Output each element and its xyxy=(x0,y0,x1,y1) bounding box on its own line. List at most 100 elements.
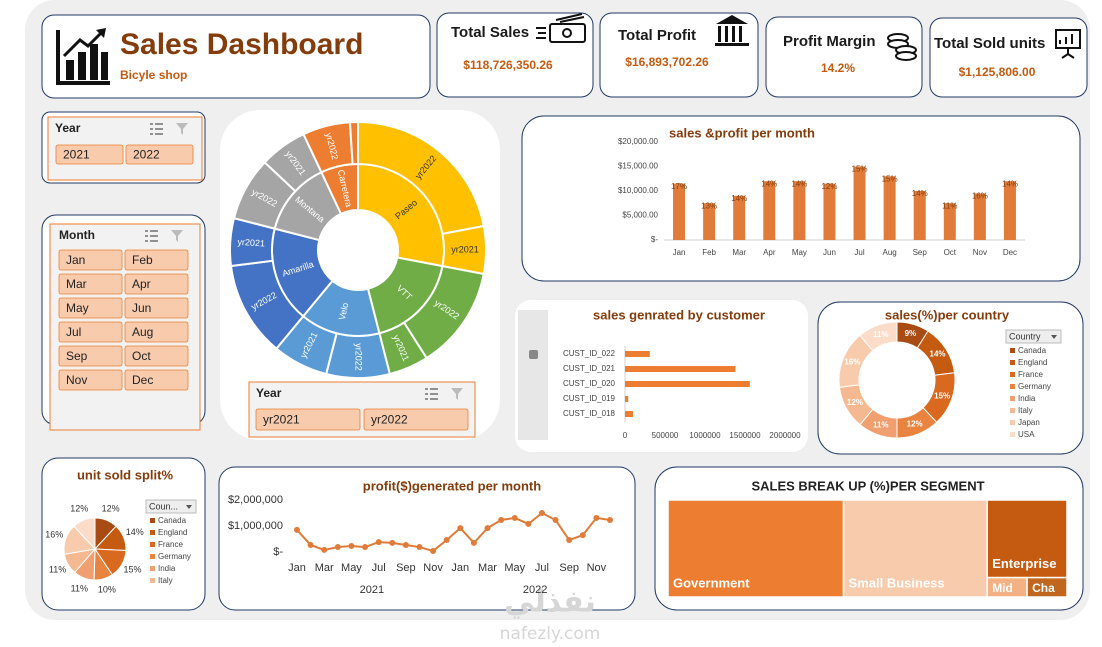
slicer-button[interactable] xyxy=(124,369,189,391)
line-marker xyxy=(321,546,328,553)
x-tick-label: Jul xyxy=(372,562,386,574)
x-tick-label: Mar xyxy=(478,562,497,574)
slicer-item: Dec xyxy=(132,373,153,387)
data-label: 11% xyxy=(71,583,88,593)
line-marker xyxy=(402,541,409,548)
dashboard-title: Sales Dashboard xyxy=(120,28,363,61)
line-marker xyxy=(525,520,532,527)
dashboard-subtitle: Bicyle shop xyxy=(120,68,187,82)
legend-swatch xyxy=(1010,396,1015,401)
kpi-card xyxy=(436,12,594,98)
y-tick-label: $2,000,000 xyxy=(228,494,283,506)
clear-filter-icon[interactable] xyxy=(451,388,463,400)
y-tick-label: CUST_ID_018 xyxy=(563,409,616,418)
slicer-button[interactable] xyxy=(124,321,189,343)
dropdown-arrow[interactable] xyxy=(1051,335,1057,339)
chart-title: unit sold split% xyxy=(77,467,173,482)
line-marker xyxy=(348,543,355,550)
x-tick-label: Sep xyxy=(396,562,416,574)
watermark-logo: نفذلي xyxy=(504,585,596,620)
legend-label: England xyxy=(158,528,187,537)
bar-label: 14% xyxy=(791,179,807,188)
sunburst-year-label: yr2022 xyxy=(354,343,364,371)
kpi-label: Total Sold units xyxy=(934,35,1045,52)
slicer-button[interactable] xyxy=(124,345,189,367)
chart-title: SALES BREAK UP (%)PER SEGMENT xyxy=(751,478,984,493)
slicer-button[interactable] xyxy=(58,321,123,343)
slicer-item: Sep xyxy=(66,349,88,363)
clear-filter-icon[interactable] xyxy=(176,123,188,135)
legend-label: USA xyxy=(1018,430,1035,439)
x-tick-label: Oct xyxy=(944,248,957,257)
line-marker xyxy=(307,541,314,548)
bar-label: 16% xyxy=(972,192,988,201)
y-tick-label: $20,000.00 xyxy=(618,137,659,146)
bar xyxy=(625,351,650,357)
multi-select-icon[interactable] xyxy=(425,388,438,400)
y-tick-label: $1,000,000 xyxy=(228,520,283,532)
slicer-button[interactable] xyxy=(124,297,189,319)
slicer-button[interactable] xyxy=(58,249,123,271)
slicer-button[interactable] xyxy=(124,249,189,271)
kpi-card xyxy=(765,16,923,98)
slicer-button[interactable] xyxy=(125,144,194,165)
legend-swatch xyxy=(150,578,155,583)
data-label: 16% xyxy=(45,530,63,540)
x-tick-label: Jul xyxy=(854,248,864,257)
legend-label: England xyxy=(1018,358,1047,367)
bar-label: 14% xyxy=(761,179,777,188)
bar xyxy=(1003,181,1016,240)
data-label: 10% xyxy=(98,585,116,595)
legend-label: Canada xyxy=(1018,346,1047,355)
slicer-button[interactable] xyxy=(124,273,189,295)
data-label: 15% xyxy=(123,564,141,574)
data-label: 11% xyxy=(873,420,889,429)
legend-label: India xyxy=(158,564,176,573)
x-tick-label: Jul xyxy=(535,562,549,574)
slicer-button[interactable] xyxy=(363,408,469,431)
data-label: 12% xyxy=(847,398,863,407)
slicer-item: Nov xyxy=(66,373,87,387)
legend-box[interactable] xyxy=(145,499,197,514)
y-tick-label: CUST_ID_019 xyxy=(563,394,616,403)
legend-label: Canada xyxy=(158,516,187,525)
legend-swatch xyxy=(1010,384,1015,389)
money-icon xyxy=(536,13,586,43)
bar-label: 13% xyxy=(701,201,717,210)
x-tick-label: May xyxy=(341,562,362,574)
slicer-button[interactable] xyxy=(58,297,123,319)
y-tick-label: $- xyxy=(651,235,658,244)
slicer-item: Jun xyxy=(132,301,151,315)
slicer-item: yr2022 xyxy=(371,413,408,427)
kpi-value: $16,893,702.26 xyxy=(625,55,709,69)
bar-label: 15% xyxy=(882,174,898,183)
multi-select-icon[interactable] xyxy=(145,230,158,242)
treemap-cell xyxy=(842,499,988,598)
bar-label: 17% xyxy=(671,182,687,191)
slicer-button[interactable] xyxy=(58,273,123,295)
chart-title: sales &profit per month xyxy=(669,125,815,140)
slicer-button[interactable] xyxy=(58,369,123,391)
dropdown-arrow[interactable] xyxy=(186,505,192,509)
line-marker xyxy=(484,525,491,532)
line-marker xyxy=(389,539,396,546)
x-tick-label: 2000000 xyxy=(769,431,801,440)
multi-select-icon[interactable] xyxy=(150,123,163,135)
legend-label: Japan xyxy=(1018,418,1040,427)
bar xyxy=(625,381,750,387)
slicer-button[interactable] xyxy=(255,408,361,431)
line-marker xyxy=(443,537,450,544)
sunburst-group-label: Velo xyxy=(337,302,351,321)
legend-box[interactable] xyxy=(1005,329,1062,344)
treemap-label: Mid xyxy=(992,581,1013,595)
slicer-button[interactable] xyxy=(58,345,123,367)
x-tick-label: Apr xyxy=(763,248,776,257)
clear-filter-icon[interactable] xyxy=(171,230,183,242)
line-marker xyxy=(430,547,437,554)
x-tick-label: Sep xyxy=(913,248,928,257)
legend-swatch xyxy=(1010,432,1015,437)
x-tick-label: 500000 xyxy=(652,431,679,440)
slicer-button[interactable] xyxy=(55,144,124,165)
bar xyxy=(733,195,746,240)
data-label: 12% xyxy=(70,503,88,513)
